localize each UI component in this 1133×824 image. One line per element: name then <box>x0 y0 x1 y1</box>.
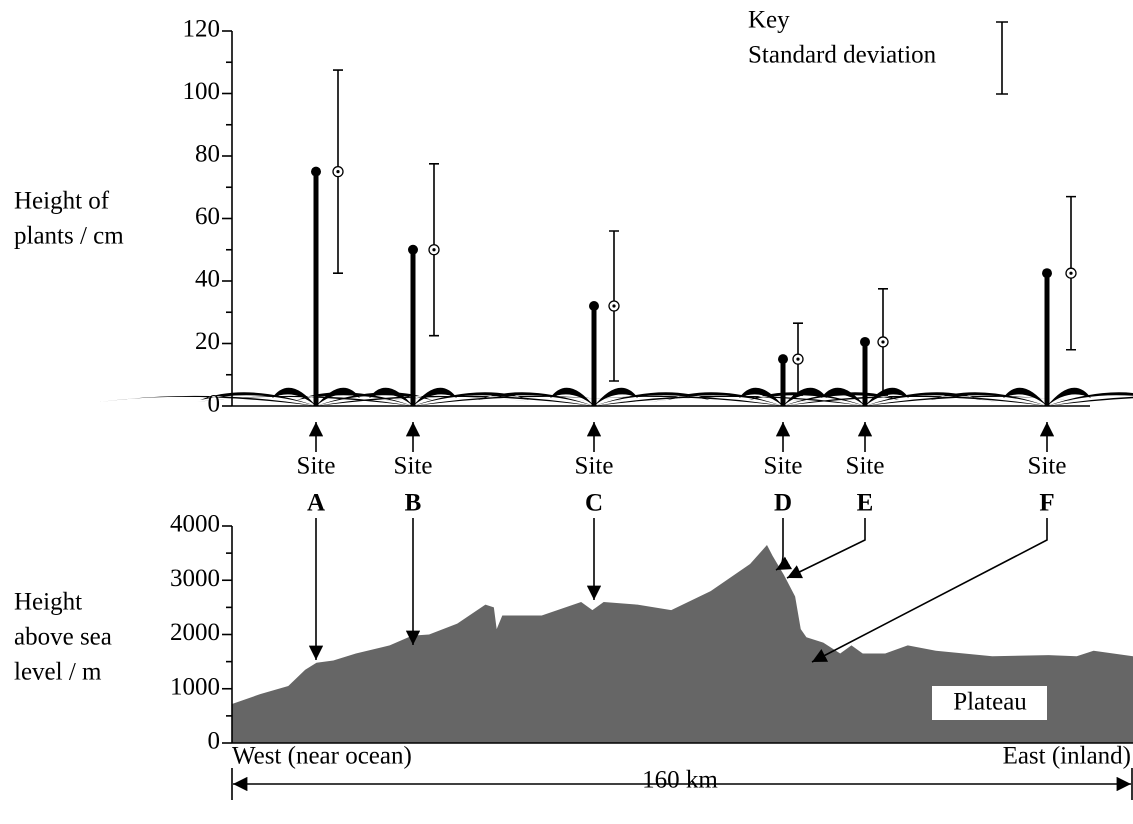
site-pointer <box>775 518 793 571</box>
plant-flower <box>778 354 788 365</box>
y-tick-label: 1000 <box>170 673 220 700</box>
site-letter: A <box>307 490 325 517</box>
y-tick-label: 0 <box>208 728 221 755</box>
x-label-right: East (inland) <box>1003 743 1131 770</box>
site-pointer <box>786 518 866 579</box>
y-tick-label: 60 <box>195 203 220 230</box>
y-axis-label: plants / cm <box>14 223 124 250</box>
site-label: Site <box>846 453 885 480</box>
site-label: Site <box>764 453 803 480</box>
site-pointer <box>811 518 1048 663</box>
y-tick-label: 40 <box>195 266 220 293</box>
y-axis-label: above sea <box>14 624 112 651</box>
key-label: Standard deviation <box>748 42 937 69</box>
mean-dot <box>612 304 616 308</box>
plant-leaves <box>831 383 1133 406</box>
key-title: Key <box>748 7 790 34</box>
site-letter: D <box>774 490 792 517</box>
y-axis-label: Height of <box>14 188 110 215</box>
site-label: Site <box>575 453 614 480</box>
mean-dot <box>1069 271 1073 275</box>
mean-dot <box>432 248 436 252</box>
y-tick-label: 3000 <box>170 565 220 592</box>
y-tick-label: 20 <box>195 328 220 355</box>
site-letter: C <box>585 490 603 517</box>
span-ends <box>231 768 1133 800</box>
mean-dot <box>336 170 340 174</box>
mean-dot <box>881 340 885 344</box>
y-axis-label: level / m <box>14 659 102 686</box>
span-label: 160 km <box>642 767 718 794</box>
y-tick-label: 2000 <box>170 619 220 646</box>
plant-flower <box>589 301 599 311</box>
site-letter: B <box>405 490 422 517</box>
annotation: Plateau <box>953 689 1027 716</box>
plant-flower <box>408 244 418 255</box>
elevation-area <box>232 544 1133 743</box>
site-label: Site <box>1028 453 1067 480</box>
y-tick-label: 80 <box>195 141 220 168</box>
plant-flower <box>311 166 321 177</box>
site-letter: E <box>857 490 874 517</box>
site-label: Site <box>394 453 433 480</box>
annotation-box <box>932 686 1047 720</box>
y-axis-label: Height <box>14 589 82 616</box>
y-tick-label: 4000 <box>170 511 220 538</box>
y-tick-label: 100 <box>183 78 221 105</box>
site-label: Site <box>297 453 336 480</box>
plant-flower <box>1042 268 1052 279</box>
key-sample <box>996 21 1008 95</box>
plant-flower <box>860 336 870 347</box>
y-tick-label: 120 <box>183 16 221 43</box>
mean-dot <box>796 357 800 361</box>
x-label-left: West (near ocean) <box>232 743 412 770</box>
site-letter: F <box>1039 490 1054 517</box>
